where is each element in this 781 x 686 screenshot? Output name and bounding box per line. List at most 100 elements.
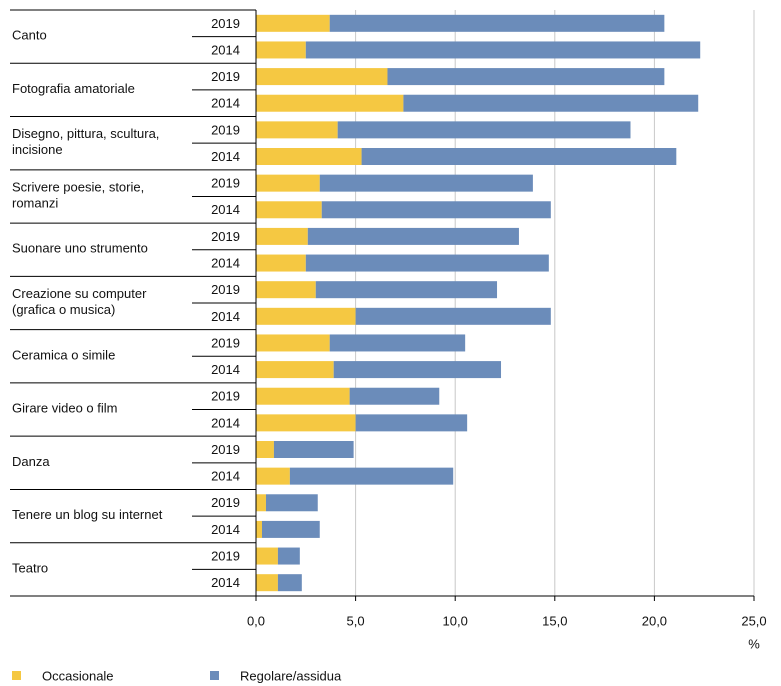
year-label: 2014	[211, 362, 240, 377]
year-label: 2014	[211, 202, 240, 217]
group-label-line: Tenere un blog su internet	[12, 508, 163, 523]
bar-segment	[355, 307, 551, 325]
bar-segment	[256, 281, 316, 299]
bar-segment	[256, 94, 404, 112]
year-label: 2014	[211, 522, 240, 537]
group-label-line: romanzi	[12, 196, 58, 211]
bar-segment	[329, 14, 665, 32]
group-label-line: Danza	[12, 454, 50, 469]
year-label: 2019	[211, 176, 240, 191]
bar-segment	[256, 414, 356, 432]
year-label: 2019	[211, 69, 240, 84]
bar-segment	[349, 387, 440, 405]
x-tick-label: 25,0	[741, 613, 766, 628]
bar-segment	[256, 68, 388, 86]
bar-segment	[361, 148, 677, 165]
bar-segment	[256, 467, 290, 485]
year-label: 2019	[211, 16, 240, 31]
legend-label: Occasionale	[42, 668, 114, 683]
year-label: 2014	[211, 255, 240, 270]
bar-segment	[261, 520, 320, 538]
group-label: Danza	[12, 454, 50, 469]
group-label: Ceramica o simile	[12, 348, 115, 363]
group-label-line: Girare video o film	[12, 401, 117, 416]
x-tick-label: 15,0	[542, 613, 567, 628]
bar-segment	[256, 201, 322, 219]
bar-segment	[256, 441, 274, 458]
legend-swatch	[210, 671, 219, 680]
bar-segment	[256, 494, 266, 512]
bar-segment	[256, 121, 338, 139]
bar-segment	[319, 174, 533, 192]
year-label: 2014	[211, 575, 240, 590]
year-label: 2014	[211, 415, 240, 430]
year-label: 2014	[211, 42, 240, 57]
bar-segment	[305, 254, 549, 272]
bar-segment	[256, 387, 350, 405]
x-tick-label: 5,0	[347, 613, 365, 628]
group-label: Tenere un blog su internet	[12, 508, 163, 523]
group-label-line: Creazione su computer	[12, 286, 147, 301]
bar-segment	[289, 467, 454, 485]
year-label: 2019	[211, 389, 240, 404]
bar-segment	[256, 41, 306, 59]
group-label: Fotografia amatoriale	[12, 81, 135, 96]
group-label-line: Disegno, pittura, scultura,	[12, 127, 159, 142]
group-label-line: (grafica o musica)	[12, 302, 115, 317]
year-label: 2019	[211, 442, 240, 457]
x-tick-label: 0,0	[247, 613, 265, 628]
bar-segment	[277, 574, 302, 592]
x-tick-label: 10,0	[443, 613, 468, 628]
bar-segment	[337, 121, 631, 139]
bar-segment	[307, 227, 519, 245]
group-label: Creazione su computer (grafica o musica)	[12, 286, 147, 317]
bar-segment	[256, 520, 262, 538]
bar-segment	[256, 148, 362, 165]
x-axis-label: %	[748, 636, 760, 651]
group-label-line: Fotografia amatoriale	[12, 81, 135, 96]
bar-segment	[305, 41, 701, 59]
bar-segment	[329, 334, 466, 352]
bar-segment	[256, 361, 334, 379]
legend-swatch	[12, 671, 21, 680]
bar-segment	[333, 361, 502, 379]
group-label-line: Teatro	[12, 561, 48, 576]
bar-segment	[321, 201, 551, 219]
group-label: Suonare uno strumento	[12, 241, 148, 256]
group-label: Canto	[12, 28, 47, 43]
group-label: Scrivere poesie, storie, romanzi	[12, 180, 144, 211]
group-label-line: Canto	[12, 28, 47, 43]
year-label: 2014	[211, 309, 240, 324]
group-label: Teatro	[12, 561, 48, 576]
year-label: 2019	[211, 229, 240, 244]
bar-segment	[403, 94, 699, 112]
bar-segment	[256, 14, 330, 32]
bar-segment	[277, 547, 300, 565]
bar-segment	[315, 281, 498, 299]
year-label: 2019	[211, 335, 240, 350]
bar-segment	[273, 441, 354, 458]
legend-label: Regolare/assidua	[240, 668, 342, 683]
bar-segment	[256, 174, 320, 192]
year-label: 2014	[211, 149, 240, 164]
bar-segment	[256, 307, 356, 325]
group-label-line: Ceramica o simile	[12, 348, 115, 363]
group-label-line: incisione	[12, 143, 63, 158]
group-label: Girare video o film	[12, 401, 117, 416]
bar-segment	[256, 227, 308, 245]
bar-segment	[355, 414, 468, 432]
year-label: 2019	[211, 495, 240, 510]
bar-segment	[256, 254, 306, 272]
year-label: 2019	[211, 122, 240, 137]
bar-segment	[265, 494, 318, 512]
year-label: 2019	[211, 282, 240, 297]
bar-segment	[387, 68, 665, 86]
year-label: 2019	[211, 548, 240, 563]
group-label-line: Suonare uno strumento	[12, 241, 148, 256]
year-label: 2014	[211, 96, 240, 111]
bar-segment	[256, 574, 278, 592]
group-label: Disegno, pittura, scultura, incisione	[12, 127, 159, 158]
group-label-line: Scrivere poesie, storie,	[12, 180, 144, 195]
bar-segment	[256, 547, 278, 565]
